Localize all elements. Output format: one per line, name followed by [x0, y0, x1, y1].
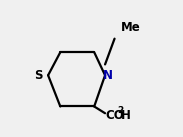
Text: Me: Me	[121, 21, 141, 34]
Text: N: N	[103, 69, 113, 82]
Text: CO: CO	[105, 109, 124, 122]
Text: H: H	[121, 109, 130, 122]
Text: 2: 2	[117, 106, 124, 115]
Text: S: S	[34, 69, 43, 82]
